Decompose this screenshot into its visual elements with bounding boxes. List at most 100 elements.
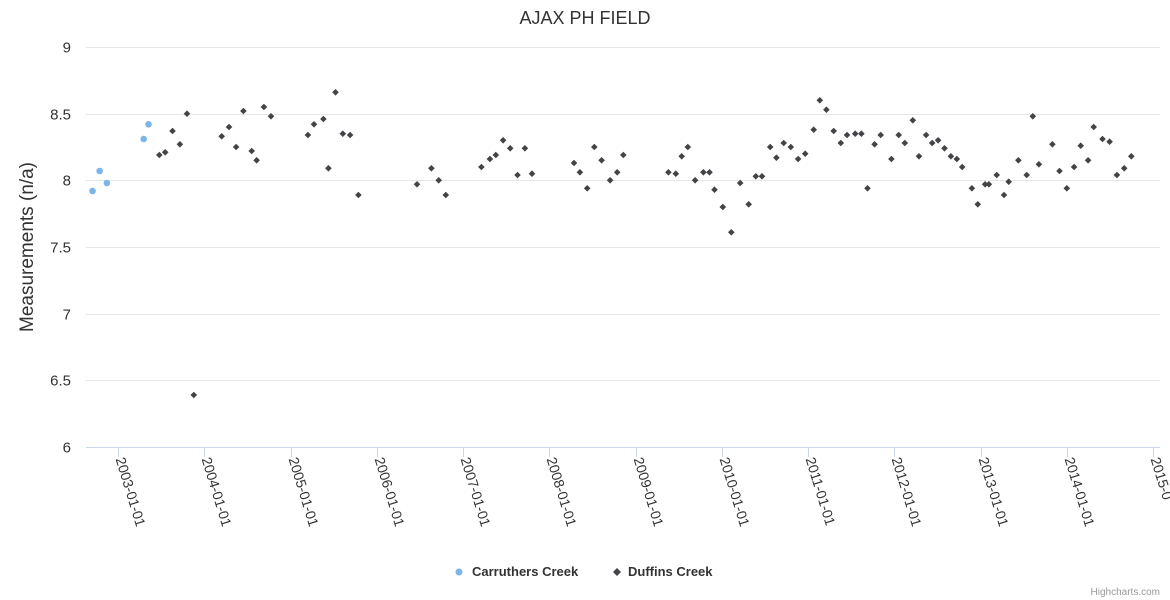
point-duffins-creek[interactable] (583, 185, 591, 192)
point-duffins-creek[interactable] (888, 155, 895, 163)
point-duffins-creek[interactable] (253, 157, 260, 164)
point-duffins-creek[interactable] (1090, 123, 1097, 131)
point-duffins-creek[interactable] (691, 177, 699, 184)
point-carruthers-creek[interactable] (96, 167, 103, 175)
point-duffins-creek[interactable] (851, 130, 859, 137)
point-duffins-creek[interactable] (183, 110, 191, 117)
point-duffins-creek[interactable] (225, 123, 233, 131)
point-duffins-creek[interactable] (773, 154, 780, 161)
point-duffins-creek[interactable] (478, 163, 485, 171)
point-duffins-creek[interactable] (974, 201, 982, 208)
point-duffins-creek[interactable] (190, 391, 198, 399)
point-duffins-creek[interactable] (719, 203, 727, 211)
point-duffins-creek[interactable] (332, 89, 339, 96)
point-duffins-creek[interactable] (435, 177, 442, 184)
point-duffins-creek[interactable] (1056, 167, 1063, 175)
point-duffins-creek[interactable] (830, 127, 837, 135)
point-duffins-creek[interactable] (156, 151, 163, 159)
point-duffins-creek[interactable] (843, 131, 851, 139)
point-duffins-creek[interactable] (576, 169, 584, 176)
point-duffins-creek[interactable] (1000, 191, 1008, 199)
point-carruthers-creek[interactable] (140, 135, 147, 143)
point-duffins-creek[interactable] (877, 131, 884, 139)
point-duffins-creek[interactable] (1120, 165, 1128, 172)
credits-link[interactable]: Highcharts.com (1091, 587, 1160, 598)
point-duffins-creek[interactable] (176, 141, 184, 148)
point-duffins-creek[interactable] (620, 151, 627, 159)
point-duffins-creek[interactable] (922, 131, 930, 139)
point-duffins-creek[interactable] (915, 153, 923, 160)
point-duffins-creek[interactable] (711, 186, 718, 193)
point-duffins-creek[interactable] (801, 150, 809, 157)
point-duffins-creek[interactable] (1023, 171, 1030, 179)
point-duffins-creek[interactable] (320, 115, 327, 123)
point-duffins-creek[interactable] (355, 191, 362, 199)
point-duffins-creek[interactable] (521, 145, 529, 152)
point-duffins-creek[interactable] (339, 130, 347, 137)
point-duffins-creek[interactable] (570, 159, 578, 167)
point-duffins-creek[interactable] (325, 165, 332, 172)
point-duffins-creek[interactable] (864, 185, 871, 192)
point-duffins-creek[interactable] (499, 137, 507, 144)
point-duffins-creek[interactable] (700, 169, 707, 176)
point-duffins-creek[interactable] (816, 97, 824, 104)
point-duffins-creek[interactable] (1084, 157, 1092, 164)
point-duffins-creek[interactable] (958, 163, 966, 171)
point-duffins-creek[interactable] (591, 143, 598, 151)
point-duffins-creek[interactable] (758, 173, 766, 180)
point-duffins-creek[interactable] (492, 151, 500, 159)
point-duffins-creek[interactable] (528, 170, 536, 177)
point-duffins-creek[interactable] (1063, 185, 1071, 192)
point-duffins-creek[interactable] (598, 157, 605, 164)
point-duffins-creek[interactable] (706, 169, 713, 176)
point-duffins-creek[interactable] (1015, 157, 1022, 164)
point-duffins-creek[interactable] (941, 145, 948, 152)
point-duffins-creek[interactable] (413, 181, 421, 188)
point-duffins-creek[interactable] (909, 117, 917, 124)
point-duffins-creek[interactable] (728, 229, 735, 236)
legend-item-carruthers-creek[interactable]: Carruthers Creek (455, 564, 579, 579)
point-duffins-creek[interactable] (506, 145, 514, 152)
point-duffins-creek[interactable] (310, 121, 318, 128)
point-duffins-creek[interactable] (672, 170, 680, 177)
point-duffins-creek[interactable] (1113, 171, 1121, 179)
point-duffins-creek[interactable] (934, 137, 942, 144)
point-duffins-creek[interactable] (1128, 153, 1135, 160)
legend-item-duffins-creek[interactable]: Duffins Creek (613, 564, 713, 579)
point-duffins-creek[interactable] (1049, 141, 1056, 148)
point-duffins-creek[interactable] (810, 126, 817, 133)
point-duffins-creek[interactable] (428, 165, 435, 172)
point-duffins-creek[interactable] (736, 179, 744, 187)
point-duffins-creek[interactable] (985, 181, 993, 188)
point-duffins-creek[interactable] (787, 143, 795, 151)
point-duffins-creek[interactable] (968, 185, 976, 192)
point-duffins-creek[interactable] (993, 171, 1000, 179)
point-duffins-creek[interactable] (232, 143, 240, 151)
point-duffins-creek[interactable] (901, 139, 909, 147)
point-duffins-creek[interactable] (218, 133, 225, 140)
point-duffins-creek[interactable] (169, 127, 176, 135)
point-duffins-creek[interactable] (928, 139, 936, 147)
point-carruthers-creek[interactable] (103, 179, 111, 187)
point-duffins-creek[interactable] (684, 143, 692, 151)
point-duffins-creek[interactable] (745, 201, 752, 208)
point-duffins-creek[interactable] (260, 103, 268, 111)
point-duffins-creek[interactable] (871, 141, 878, 148)
point-duffins-creek[interactable] (766, 143, 774, 151)
point-duffins-creek[interactable] (486, 155, 494, 163)
point-duffins-creek[interactable] (514, 171, 521, 179)
point-duffins-creek[interactable] (1070, 163, 1078, 171)
point-duffins-creek[interactable] (858, 130, 865, 137)
point-duffins-creek[interactable] (1077, 142, 1084, 149)
point-duffins-creek[interactable] (304, 131, 312, 139)
point-duffins-creek[interactable] (794, 155, 802, 163)
point-duffins-creek[interactable] (442, 191, 450, 199)
point-duffins-creek[interactable] (665, 169, 672, 176)
point-duffins-creek[interactable] (780, 139, 787, 147)
point-duffins-creek[interactable] (267, 113, 275, 120)
point-carruthers-creek[interactable] (89, 187, 96, 195)
point-duffins-creek[interactable] (1005, 178, 1012, 185)
point-duffins-creek[interactable] (895, 131, 902, 139)
point-duffins-creek[interactable] (981, 181, 989, 188)
point-carruthers-creek[interactable] (145, 121, 152, 128)
